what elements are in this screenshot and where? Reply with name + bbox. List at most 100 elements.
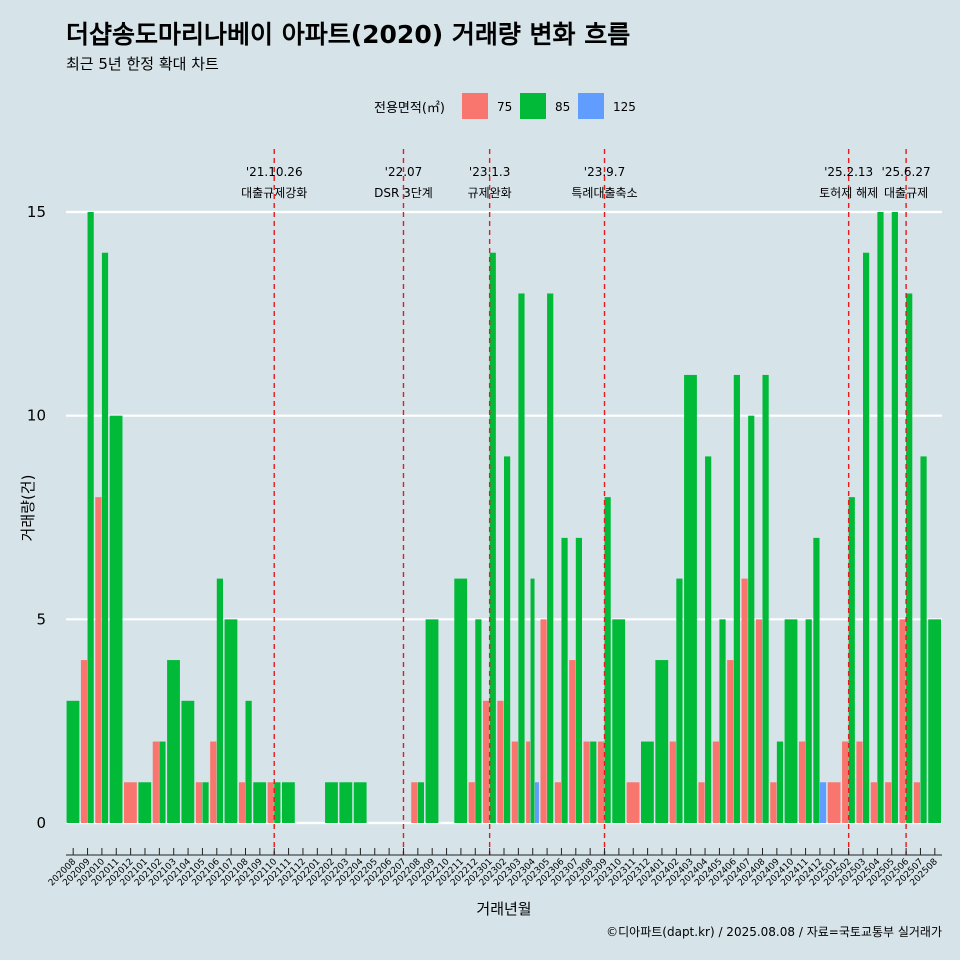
bar-85-202212	[475, 619, 482, 823]
legend-swatch-75	[462, 93, 488, 119]
chart-subtitle: 최근 5년 한정 확대 차트	[66, 55, 219, 73]
bar-75-202309	[597, 741, 605, 823]
event-label: 특례대출축소	[571, 186, 637, 200]
legend: 전용면적(㎡) 75 85 125	[374, 93, 636, 119]
bar-85-202407	[748, 415, 755, 823]
bar-85-202307	[575, 537, 583, 823]
bar-125-202304	[534, 782, 539, 823]
event-label: 토허제 해제	[819, 186, 878, 200]
bar-85-202304	[530, 578, 535, 823]
bar-85-202203	[339, 782, 353, 823]
bar-75-202501	[827, 782, 841, 823]
legend-swatch-125	[578, 93, 604, 119]
y-tick-label: 0	[36, 814, 46, 832]
bar-75-202303	[511, 741, 518, 823]
bar-75-202208	[411, 782, 418, 823]
bar-75-202009	[80, 660, 88, 823]
bar-75-202402	[669, 741, 676, 823]
bar-85-202505	[891, 212, 898, 823]
bar-75-202308	[583, 741, 590, 823]
bar-85-202204	[353, 782, 367, 823]
bar-85-202111	[281, 782, 295, 823]
bar-75-202409	[770, 782, 777, 823]
bar-75-202506	[899, 619, 906, 823]
bar-85-202401	[655, 660, 669, 823]
bar-85-202308	[590, 741, 597, 823]
bar-75-202504	[870, 782, 877, 823]
event-label: 대출규제강화	[241, 186, 307, 200]
bar-85-202508	[928, 619, 942, 823]
chart-title: 더샵송도마리나베이 아파트(2020) 거래량 변화 흐름	[66, 20, 630, 49]
bar-75-202012	[124, 782, 137, 823]
bar-75-202306	[554, 782, 562, 823]
legend-label-85: 85	[555, 100, 570, 114]
bar-125-202412	[819, 782, 827, 823]
y-tick-label: 5	[36, 610, 46, 628]
x-axis-title: 거래년월	[476, 900, 531, 918]
bar-75-202505	[885, 782, 892, 823]
bar-75-202407	[741, 578, 748, 823]
bar-85-202402	[676, 578, 683, 823]
bar-75-202502	[842, 741, 849, 823]
bar-85-202301	[489, 252, 496, 823]
event-date-label: '22.07	[385, 165, 423, 179]
bars	[66, 212, 942, 823]
bar-75-202311	[626, 782, 640, 823]
bar-85-202105	[202, 782, 209, 823]
event-date-label: '21.10.26	[246, 165, 303, 179]
bar-85-202403	[684, 374, 697, 823]
bar-85-202310	[612, 619, 626, 823]
bar-75-202102	[152, 741, 159, 823]
bar-85-202104	[181, 700, 195, 823]
y-axis-title: 거래량(건)	[19, 475, 37, 542]
bar-75-202406	[727, 660, 734, 823]
bar-85-202405	[719, 619, 726, 823]
bar-85-202306	[561, 537, 568, 823]
bar-75-202307	[569, 660, 576, 823]
bar-75-202212	[468, 782, 475, 823]
bar-85-202103	[167, 660, 180, 823]
event-label: DSR 3단계	[374, 186, 433, 200]
bar-85-202504	[877, 212, 884, 823]
bar-85-202502	[848, 497, 855, 823]
bar-85-202109	[253, 782, 267, 823]
bar-85-202410	[784, 619, 798, 823]
bar-85-202008	[66, 700, 80, 823]
bar-85-202010	[101, 252, 109, 823]
bar-85-202312	[641, 741, 654, 823]
bar-85-202406	[733, 374, 740, 823]
y-axis: 0 5 10 15	[27, 203, 46, 832]
bar-75-202106	[210, 741, 217, 823]
legend-title: 전용면적(㎡)	[374, 101, 445, 116]
bar-85-202102	[159, 741, 166, 823]
event-date-label: '25.6.27	[882, 165, 931, 179]
bar-75-202110	[267, 782, 274, 823]
bar-85-202503	[863, 252, 870, 823]
y-tick-label: 15	[27, 203, 46, 221]
bar-85-202411	[805, 619, 812, 823]
legend-swatch-85	[520, 93, 546, 119]
bar-75-202302	[497, 700, 504, 823]
bar-75-202304	[526, 741, 531, 823]
bar-85-202106	[216, 578, 223, 823]
bar-75-202105	[195, 782, 203, 823]
bar-85-202305	[547, 293, 554, 823]
bar-85-202506	[906, 293, 913, 823]
event-date-label: '23.1.3	[469, 165, 510, 179]
bar-85-202107	[224, 619, 238, 823]
event-label: 대출규제	[884, 186, 928, 200]
bar-85-202211	[454, 578, 468, 823]
bar-85-202302	[504, 456, 511, 823]
caption: ©디아파트(dapt.kr) / 2025.08.08 / 자료=국토교통부 실…	[606, 925, 942, 939]
y-tick-label: 10	[27, 407, 46, 425]
legend-label-125: 125	[613, 100, 636, 114]
bar-85-202303	[518, 293, 525, 823]
bar-85-202108	[245, 700, 252, 823]
bar-85-202404	[705, 456, 712, 823]
bar-85-202011	[109, 415, 123, 823]
bar-75-202301	[483, 700, 490, 823]
bar-75-202405	[712, 741, 720, 823]
event-date-label: '25.2.13	[824, 165, 873, 179]
bar-85-202101	[138, 782, 152, 823]
